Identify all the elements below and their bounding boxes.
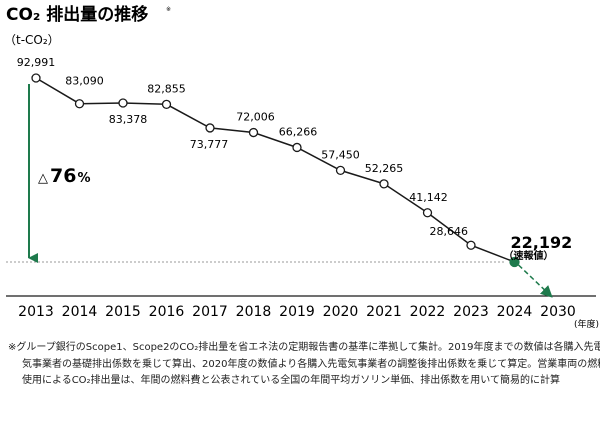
unit-label: （t-CO₂） (4, 33, 60, 47)
projection-arrow (517, 264, 553, 298)
x-tick-2024: 2024 (497, 304, 533, 320)
data-point-2023 (466, 240, 476, 250)
x-tick-2015: 2015 (105, 304, 141, 320)
value-label-2020: 57,450 (321, 148, 360, 161)
x-tick-2022: 2022 (410, 304, 446, 320)
x-tick-2020: 2020 (323, 304, 359, 320)
value-label-2016: 82,855 (147, 82, 186, 95)
x-tick-2013: 2013 (18, 304, 54, 320)
x-tick-2017: 2017 (192, 304, 228, 320)
value-label-2022: 41,142 (409, 191, 448, 204)
value-label-2015: 83,378 (109, 113, 148, 126)
value-label-2023: 28,646 (430, 225, 469, 238)
chart-title: CO₂ 排出量の推移 (6, 4, 148, 25)
x-tick-2014: 2014 (62, 304, 98, 320)
value-label-2024: 22,192 (511, 233, 573, 252)
value-label-2019: 66,266 (279, 125, 318, 138)
reduction-value: 76 (50, 165, 76, 187)
x-tick-2023: 2023 (453, 304, 489, 320)
data-point-2021 (379, 179, 389, 189)
footnote: ※グループ銀行のScope1、Scope2のCO₂排出量を省エネ法の定期報告書の… (8, 342, 600, 386)
reduction-unit: % (77, 171, 90, 186)
x-tick-2018: 2018 (236, 304, 272, 320)
data-point-2015 (118, 98, 128, 108)
preliminary-value-note: （速報値） (504, 249, 554, 262)
data-point-2020 (335, 165, 346, 176)
co2-emissions-chart: CO₂ 排出量の推移 ※ （t-CO₂） △ 76% 92,991 83,090 83… (4, 4, 599, 330)
data-point-2017 (205, 123, 215, 133)
reduction-symbol: △ (38, 171, 48, 186)
title-footnote-mark: ※ (166, 6, 171, 13)
x-tick-2021: 2021 (366, 304, 402, 320)
data-point-2014 (74, 99, 85, 109)
data-point-2022 (422, 208, 433, 218)
data-point-2024 (509, 256, 520, 268)
data-point-2013 (31, 73, 41, 83)
x-tick-2016: 2016 (149, 304, 185, 320)
x-unit-label: (年度) (574, 318, 599, 330)
value-label-2013: 92,991 (17, 56, 56, 69)
reduction-label: △ 76% (38, 165, 90, 187)
value-label-2017: 73,777 (190, 138, 229, 151)
value-label-2018: 72,006 (236, 111, 275, 124)
value-label-2014: 83,090 (65, 75, 104, 88)
value-label-2021: 52,265 (365, 162, 404, 175)
series-line (35, 77, 515, 263)
x-tick-2019: 2019 (279, 304, 315, 320)
x-tick-2030: 2030 (540, 304, 576, 320)
data-point-2016 (161, 99, 172, 109)
data-point-2019 (292, 142, 302, 153)
data-point-2018 (248, 127, 259, 138)
